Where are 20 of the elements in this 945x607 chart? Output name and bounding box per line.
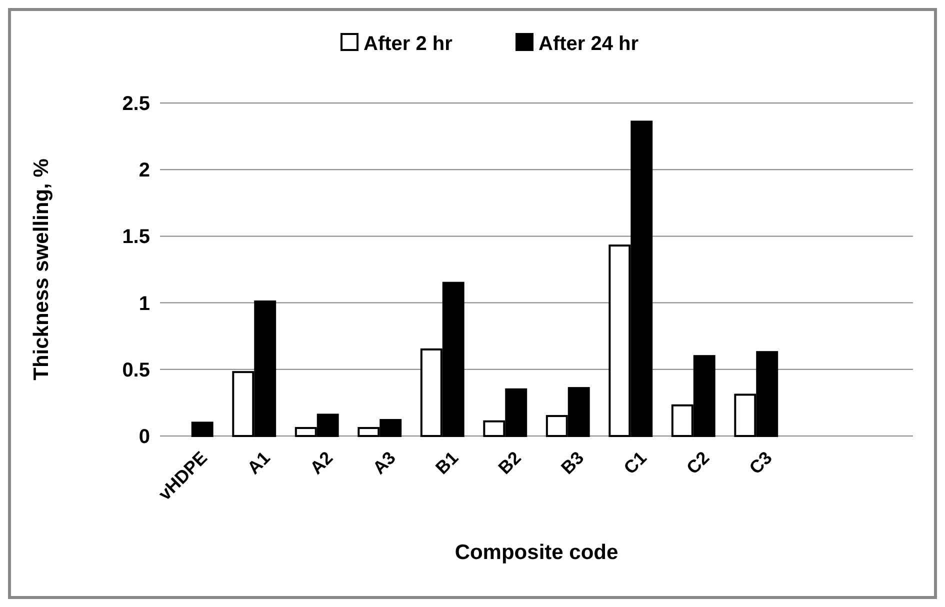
x-tick-label: B3	[557, 448, 588, 478]
y-tick-label: 1.5	[122, 226, 150, 248]
y-tick-label: 2	[138, 160, 150, 182]
x-axis-title: Composite code	[454, 541, 618, 564]
y-axis-title: Thickness swelling, %	[30, 158, 53, 380]
legend-label: After 2 hr	[364, 33, 453, 55]
x-tick-label: C1	[620, 448, 650, 478]
y-tick-label: 0	[138, 426, 150, 448]
x-tick-label: A2	[306, 448, 337, 478]
bar	[191, 422, 214, 437]
y-tick-label: 2.5	[122, 93, 150, 115]
y-tick-label: 0.5	[122, 359, 150, 382]
x-tick-label: B2	[494, 448, 525, 478]
legend-label: After 24 hr	[538, 33, 639, 55]
x-tick-label: A1	[243, 448, 274, 478]
x-tick-label: B1	[432, 448, 462, 478]
x-tick-label: C2	[682, 448, 714, 478]
x-tick-label: C3	[745, 448, 776, 478]
x-tick-label: A3	[368, 448, 400, 478]
y-tick-label: 1	[138, 292, 150, 315]
